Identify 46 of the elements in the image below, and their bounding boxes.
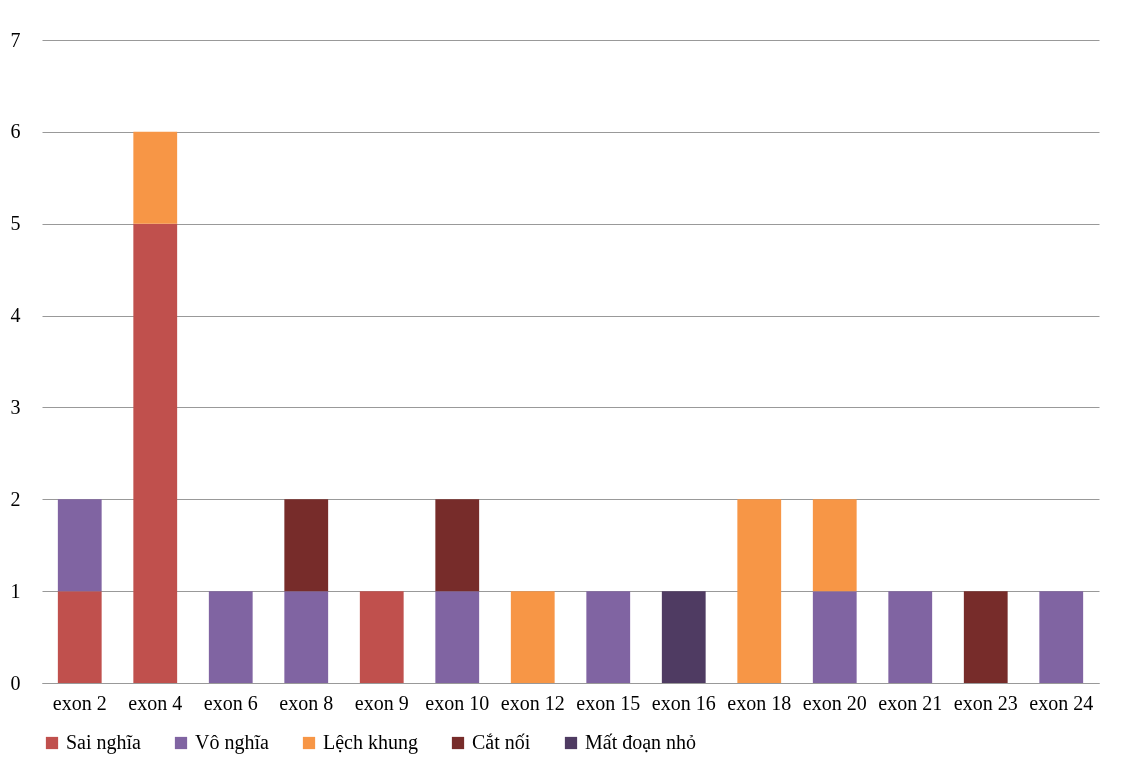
bar [284,591,329,683]
x-tick-label: exon 4 [128,691,183,714]
y-tick-label: 3 [10,395,21,418]
x-tick-label: exon 23 [953,691,1018,714]
bar [133,223,178,683]
bar [435,499,480,592]
x-tick-label: exon 21 [878,691,943,714]
x-tick-label: exon 8 [279,691,334,714]
x-tick-label: exon 2 [52,691,107,714]
x-tick-label: exon 20 [802,691,867,714]
bar [57,499,102,592]
bar [133,131,178,224]
bar [737,499,782,683]
legend-label: Cắt nối [472,731,531,753]
bar [359,591,404,683]
x-tick-label: exon 24 [1029,691,1094,714]
bar [1039,591,1084,683]
legend-label: Lệch khung [323,731,418,754]
bar [208,591,253,683]
bar [812,499,857,592]
bar [57,591,102,683]
y-tick-label: 2 [10,487,21,510]
x-tick-label: exon 12 [500,691,565,714]
legend-label: Vô nghĩa [195,731,269,754]
bar [510,591,555,683]
x-tick-label: exon 16 [651,691,716,714]
bar [435,591,480,683]
x-tick-label: exon 10 [425,691,490,714]
bar [963,591,1008,683]
x-tick-label: exon 6 [203,691,258,714]
legend-label: Mất đoạn nhỏ [585,731,697,753]
y-tick-label: 6 [10,120,21,143]
x-tick-label: exon 18 [727,691,792,714]
x-tick-label: exon 9 [354,691,409,714]
bar [888,591,933,683]
bar [284,499,329,592]
y-tick-label: 4 [10,304,21,327]
y-tick-label: 0 [10,671,21,694]
legend-label: Sai nghĩa [66,731,142,754]
bar [586,591,631,683]
y-tick-label: 1 [10,579,21,602]
y-tick-label: 5 [10,212,21,235]
x-tick-label: exon 15 [576,691,641,714]
bar [812,591,857,683]
y-tick-label: 7 [10,28,21,51]
bar [661,591,706,683]
